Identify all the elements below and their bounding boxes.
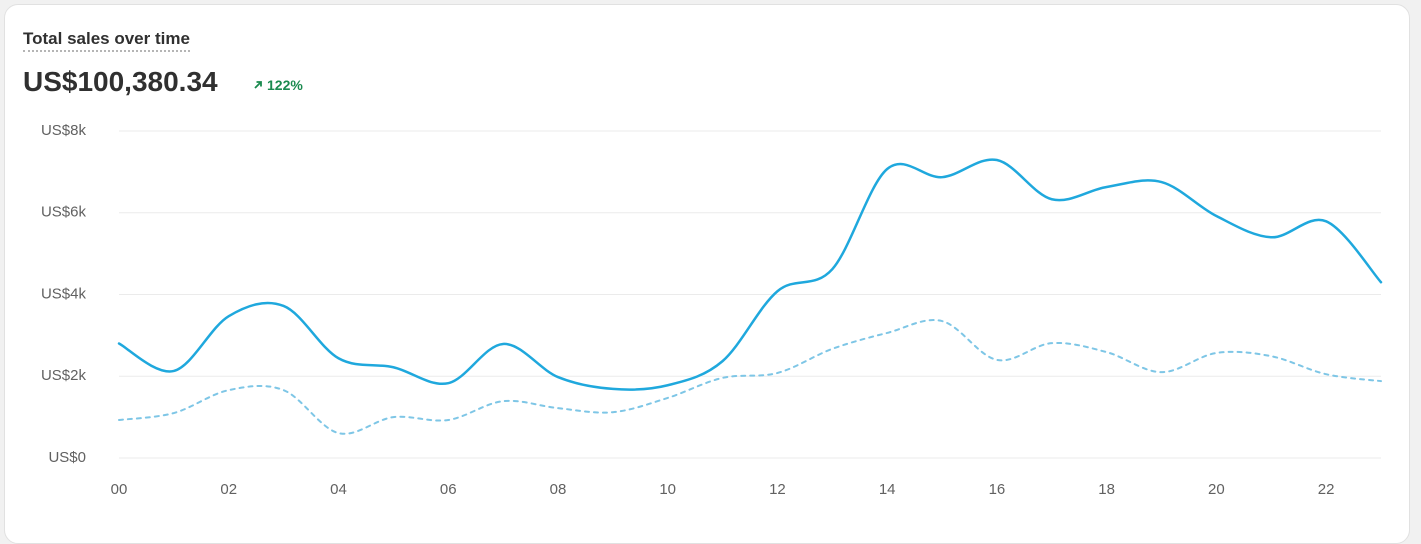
y-tick-label: US$6k (41, 204, 87, 221)
x-tick-label: 10 (659, 481, 676, 498)
change: 122% (253, 77, 303, 93)
x-tick-label: 08 (550, 481, 567, 498)
x-tick-label: 14 (879, 481, 896, 498)
y-tick-label: US$2k (41, 367, 87, 384)
x-tick-label: 12 (769, 481, 786, 498)
x-tick-label: 00 (111, 481, 128, 498)
total-value: US$100,380.34 (23, 66, 218, 97)
chart: US$0 US$2k US$4k US$6k US$8k 00 02 04 06 08 10 12 14… (41, 122, 1383, 498)
arrow-icon (254, 81, 262, 89)
y-tick-label: US$4k (41, 285, 87, 302)
card (4, 4, 1410, 544)
chart-title[interactable]: Total sales over time (23, 29, 190, 52)
x-tick-label: 02 (220, 481, 237, 498)
x-tick-label: 16 (989, 481, 1006, 498)
y-tick-label: US$0 (48, 449, 86, 466)
y-tick-label: US$8k (41, 122, 87, 139)
x-tick-label: 22 (1318, 481, 1335, 498)
x-tick-label: 18 (1098, 481, 1115, 498)
x-tick-label: 20 (1208, 481, 1225, 498)
change-value: 122% (267, 77, 303, 93)
series-line (117, 158, 1383, 391)
series-line (118, 319, 1382, 435)
x-tick-label: 04 (330, 481, 347, 498)
x-tick-label: 06 (440, 481, 457, 498)
